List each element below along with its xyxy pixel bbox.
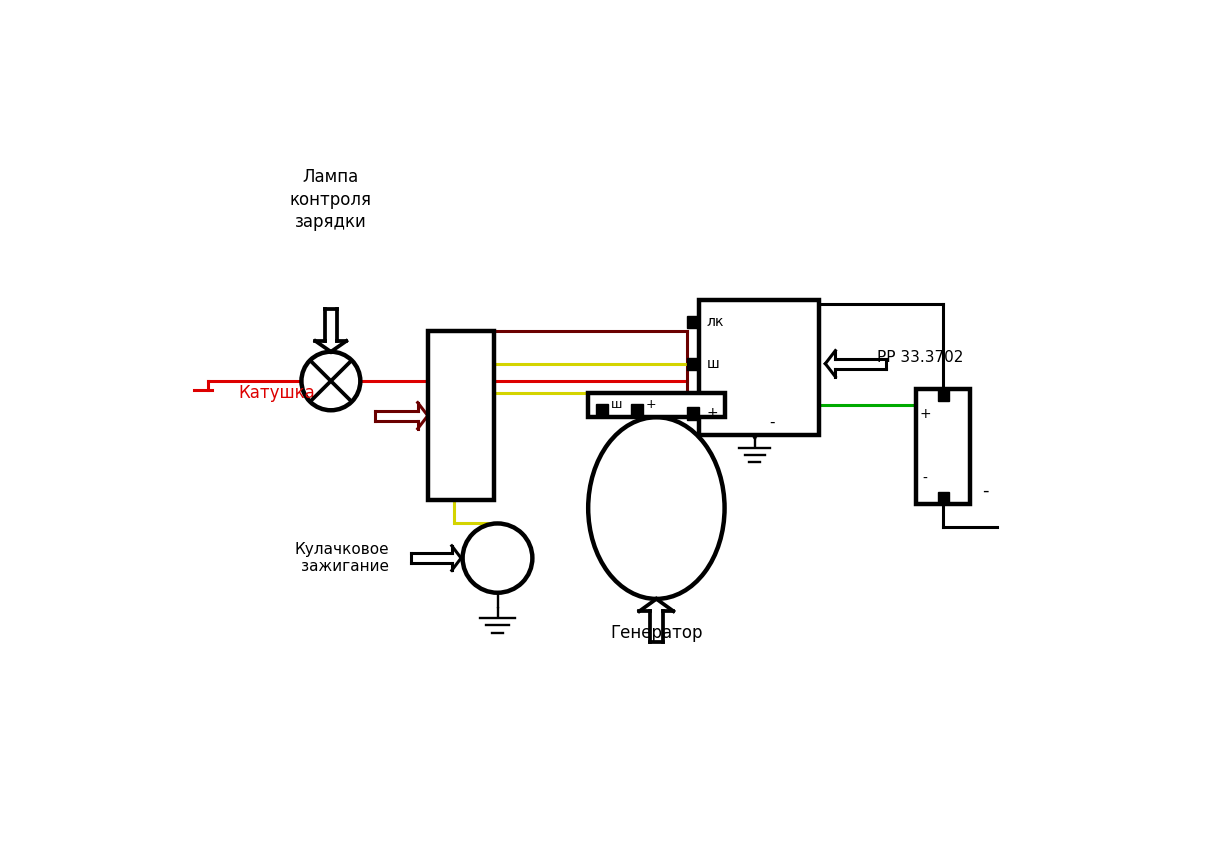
Text: лк: лк <box>707 315 724 329</box>
Text: -: - <box>982 481 988 499</box>
Bar <box>938 390 949 400</box>
Text: -: - <box>923 471 928 486</box>
Text: +: + <box>919 407 932 421</box>
Text: РР 33.3702: РР 33.3702 <box>877 350 963 365</box>
Bar <box>698 300 819 435</box>
Bar <box>631 404 643 416</box>
Bar <box>686 407 698 420</box>
Bar <box>589 393 724 417</box>
Text: ш: ш <box>610 399 623 412</box>
Text: ш: ш <box>707 356 719 371</box>
Bar <box>938 492 949 503</box>
Text: +: + <box>646 399 656 412</box>
Bar <box>686 316 698 328</box>
Bar <box>596 404 608 416</box>
Text: Катушка: Катушка <box>238 383 315 401</box>
Text: -: - <box>769 415 774 430</box>
Text: Генератор: Генератор <box>610 624 702 642</box>
Text: Лампа
контроля
зарядки: Лампа контроля зарядки <box>289 169 372 231</box>
Bar <box>427 331 493 500</box>
Text: Кулачковое
зажигание: Кулачковое зажигание <box>294 541 389 574</box>
Text: +: + <box>707 407 718 420</box>
Bar <box>916 388 971 504</box>
Bar <box>686 357 698 370</box>
